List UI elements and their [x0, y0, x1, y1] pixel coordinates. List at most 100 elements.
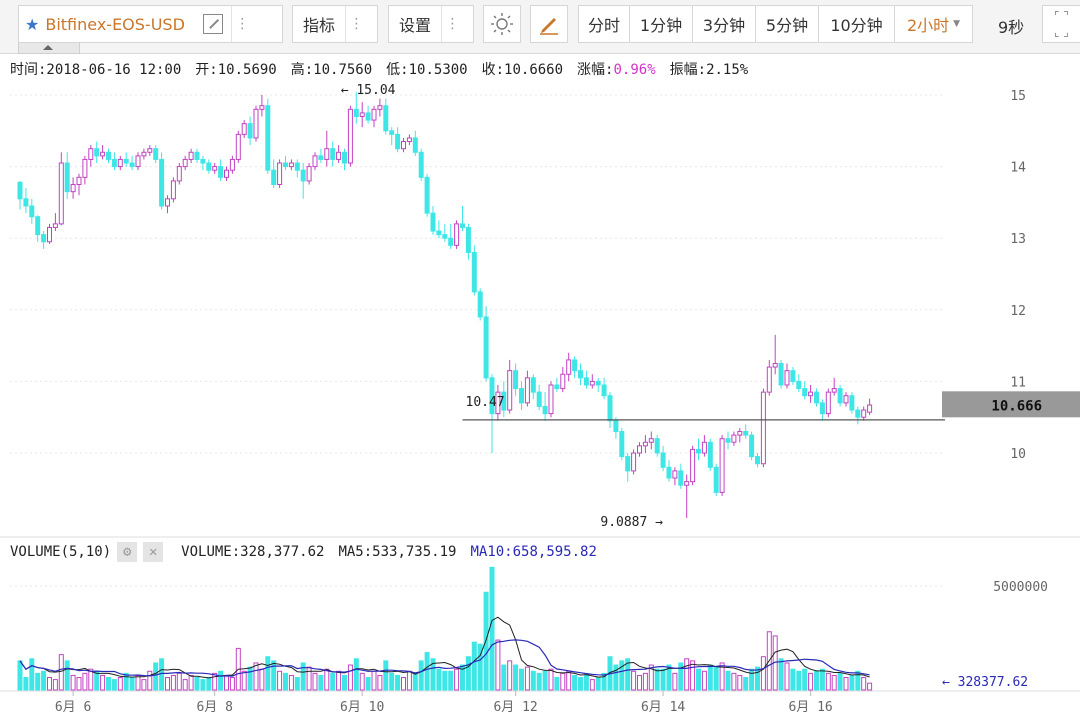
fullscreen-icon[interactable]: ⌜ ⌝ ⌞ ⌟ [1053, 9, 1070, 39]
candle-down [790, 370, 796, 382]
candle-down [654, 438, 660, 454]
volume-bar [147, 670, 153, 691]
volume-bar [619, 660, 625, 691]
volume-bar [218, 670, 224, 691]
volume-bar [82, 672, 88, 691]
volume-bar [454, 668, 460, 691]
volume-bar [377, 674, 383, 691]
chart-toolbar: ★ Bitfinex-EOS-USD ⋮ 指标 ⋮ 设置 ⋮ 分时 1分钟 3分钟 [0, 0, 1080, 54]
candle-up [52, 223, 58, 228]
volume-bar [47, 677, 52, 691]
candle-down [660, 452, 666, 468]
volume-bar [342, 674, 347, 691]
volume-indicator-label: VOLUME(5,10) [10, 544, 112, 560]
indicators-button[interactable]: 指标 [303, 16, 336, 35]
candle-up [760, 391, 766, 465]
period-5m[interactable]: 5分钟 [756, 5, 819, 43]
volume-bar [324, 668, 330, 691]
gear-icon[interactable]: ⚙ [117, 542, 138, 562]
volume-bar [395, 674, 401, 691]
candle-up [224, 169, 229, 178]
symbol-selector[interactable]: ★ Bitfinex-EOS-USD ⋮ [18, 5, 283, 43]
volume-bar [465, 656, 471, 691]
more-vertical-icon[interactable]: ⋮ [230, 6, 253, 42]
volume-bar [52, 679, 58, 691]
candles [17, 92, 873, 519]
volume-bar [778, 658, 784, 691]
draw-tool-button[interactable] [530, 5, 568, 43]
more-vertical-icon[interactable]: ⋮ [345, 6, 367, 42]
ma10-line [19, 639, 870, 677]
volume-bar [802, 668, 808, 691]
collapse-toggle[interactable] [18, 43, 80, 54]
volume-bar [696, 668, 701, 691]
candle-down [200, 158, 206, 164]
candle-up [229, 158, 235, 171]
last-volume-label: ← 328377.62 [942, 675, 1028, 690]
period-selector: 分时 1分钟 3分钟 5分钟 10分钟 2小时 [578, 5, 973, 43]
candle-up [47, 226, 52, 243]
candle-up [766, 366, 772, 393]
candle-down [837, 388, 843, 404]
volume-bar [460, 664, 465, 691]
volume-bar [560, 672, 566, 691]
external-link-icon[interactable] [202, 14, 223, 34]
volume-bar [684, 658, 690, 691]
settings-button[interactable]: 设置 [399, 16, 432, 35]
period-3m[interactable]: 3分钟 [693, 5, 756, 43]
candle-up [843, 395, 849, 404]
settings-menu[interactable]: 设置 ⋮ [388, 5, 474, 43]
volume-bar [64, 660, 70, 691]
volume-bar [330, 672, 336, 691]
candle-down [94, 148, 100, 157]
symbol-label[interactable]: ★ Bitfinex-EOS-USD [25, 14, 185, 34]
period-1m[interactable]: 1分钟 [630, 5, 693, 43]
candle-down [106, 151, 111, 160]
pencil-icon[interactable] [537, 12, 561, 36]
more-vertical-icon[interactable]: ⋮ [441, 6, 463, 42]
volume-bar [554, 677, 560, 691]
candle-up [401, 141, 406, 150]
volume-bar [265, 656, 271, 691]
close-icon[interactable]: ✕ [143, 542, 164, 562]
period-tick[interactable]: 分时 [578, 5, 630, 43]
theme-toggle-button[interactable] [483, 5, 521, 43]
candle-down [389, 130, 395, 135]
candle-up [306, 166, 312, 182]
volume-bar [819, 668, 825, 691]
price-tick-label: 15 [1010, 89, 1026, 104]
candle-down [194, 151, 200, 160]
indicators-menu[interactable]: 指标 ⋮ [292, 5, 378, 43]
candle-up [589, 380, 595, 386]
candle-down [247, 123, 253, 139]
candle-up [808, 391, 814, 397]
volume-bar [760, 656, 766, 691]
candle-down [395, 133, 401, 150]
candle-down [430, 212, 436, 232]
candle-down [678, 470, 684, 486]
fullscreen-button[interactable]: ⌜ ⌝ ⌞ ⌟ [1042, 5, 1080, 43]
volume-bar [654, 668, 660, 691]
volume-bar [743, 677, 749, 691]
info-open: 开:10.5690 [195, 62, 277, 78]
candle-down [448, 237, 454, 246]
chart-overlay: ← 15.04 9.0887 → 10.47 10.666 ← 328377.62 [341, 83, 1080, 690]
candle-down [755, 456, 760, 465]
star-icon[interactable]: ★ [25, 14, 40, 34]
volume-bar [583, 674, 589, 691]
volume-bar [471, 641, 477, 691]
volume-bar [288, 674, 294, 691]
candle-up [70, 184, 76, 193]
sun-icon[interactable] [490, 12, 514, 36]
volume-bar [35, 672, 41, 691]
volume-bar [17, 660, 23, 691]
candle-down [707, 441, 713, 468]
candle-down [111, 158, 117, 168]
volume-bar [861, 677, 867, 691]
volume-bar [111, 679, 117, 691]
candle-down [595, 380, 601, 386]
volume-bar [271, 660, 277, 691]
candle-down [418, 151, 424, 178]
period-2h[interactable]: 2小时 [895, 5, 973, 43]
